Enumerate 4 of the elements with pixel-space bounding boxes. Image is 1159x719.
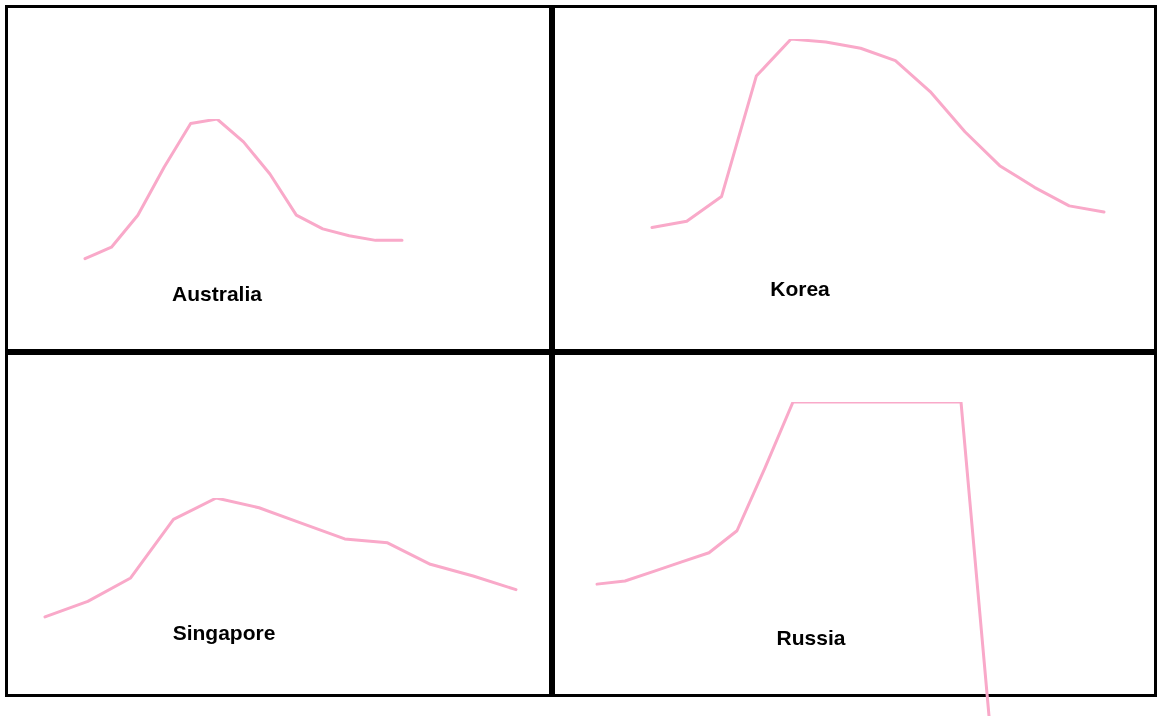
text: Russia	[775, 626, 847, 650]
text: Korea	[769, 277, 831, 301]
text: Australia	[171, 282, 263, 306]
text: Singapore	[171, 621, 277, 645]
